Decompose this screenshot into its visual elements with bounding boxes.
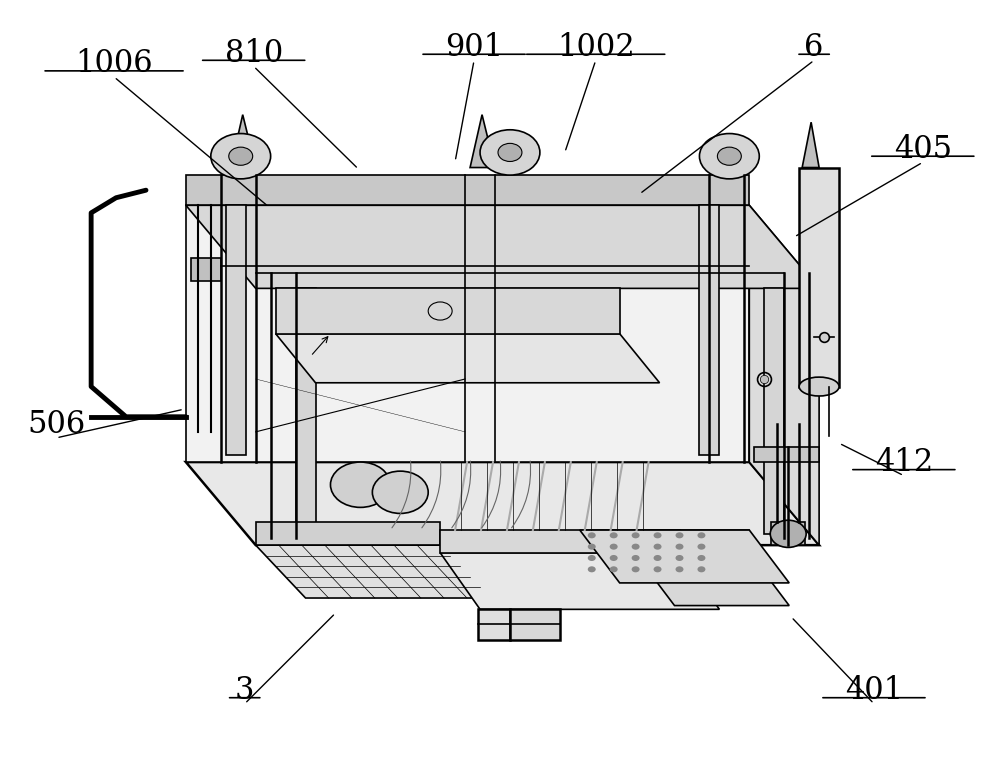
Polygon shape [186,205,749,462]
Polygon shape [226,205,246,455]
Polygon shape [440,553,719,609]
Circle shape [676,555,683,561]
Circle shape [676,566,683,572]
Polygon shape [478,609,510,640]
Circle shape [588,543,596,550]
Circle shape [632,543,640,550]
Circle shape [632,555,640,561]
Polygon shape [440,530,680,553]
Polygon shape [580,530,789,583]
Bar [650,568,675,579]
Text: 506: 506 [27,409,85,440]
Polygon shape [635,553,789,606]
Circle shape [610,566,618,572]
Polygon shape [276,334,660,383]
Circle shape [697,555,705,561]
Text: 901: 901 [445,32,503,63]
Circle shape [770,520,806,547]
Circle shape [588,532,596,538]
Polygon shape [802,122,819,168]
Polygon shape [754,447,819,462]
Polygon shape [186,462,819,545]
Circle shape [697,566,705,572]
Polygon shape [470,114,495,168]
Polygon shape [256,545,490,598]
Circle shape [372,471,428,513]
Text: 3: 3 [235,675,254,706]
Bar [650,537,668,545]
Polygon shape [186,175,749,205]
Circle shape [229,147,253,165]
Polygon shape [771,522,805,545]
Circle shape [654,532,662,538]
Polygon shape [749,205,819,545]
Text: 810: 810 [225,38,283,69]
Bar [684,568,709,579]
Circle shape [498,143,522,161]
Text: 405: 405 [894,133,952,164]
Circle shape [676,543,683,550]
Circle shape [632,566,640,572]
Polygon shape [276,288,620,334]
Ellipse shape [799,377,839,396]
Bar [675,537,692,545]
Circle shape [211,133,271,179]
Circle shape [588,566,596,572]
Polygon shape [191,258,221,280]
Text: 412: 412 [875,447,933,478]
Polygon shape [699,205,719,455]
Polygon shape [510,609,560,640]
Circle shape [676,532,683,538]
Circle shape [654,555,662,561]
Text: 401: 401 [845,675,903,706]
Circle shape [654,566,662,572]
Polygon shape [256,522,440,545]
Polygon shape [635,530,749,553]
Circle shape [697,543,705,550]
Circle shape [610,543,618,550]
Circle shape [632,532,640,538]
Circle shape [610,532,618,538]
Circle shape [610,555,618,561]
Circle shape [480,130,540,175]
Bar [799,168,839,387]
Text: 6: 6 [804,32,824,63]
Polygon shape [231,114,256,168]
Circle shape [654,543,662,550]
Circle shape [588,555,596,561]
Circle shape [697,532,705,538]
Circle shape [699,133,759,179]
Circle shape [330,462,390,507]
Text: 1002: 1002 [557,32,635,63]
Bar [699,537,717,545]
Polygon shape [296,288,316,534]
Polygon shape [764,288,784,534]
Text: 1006: 1006 [75,49,153,80]
Polygon shape [186,205,819,288]
Circle shape [717,147,741,165]
